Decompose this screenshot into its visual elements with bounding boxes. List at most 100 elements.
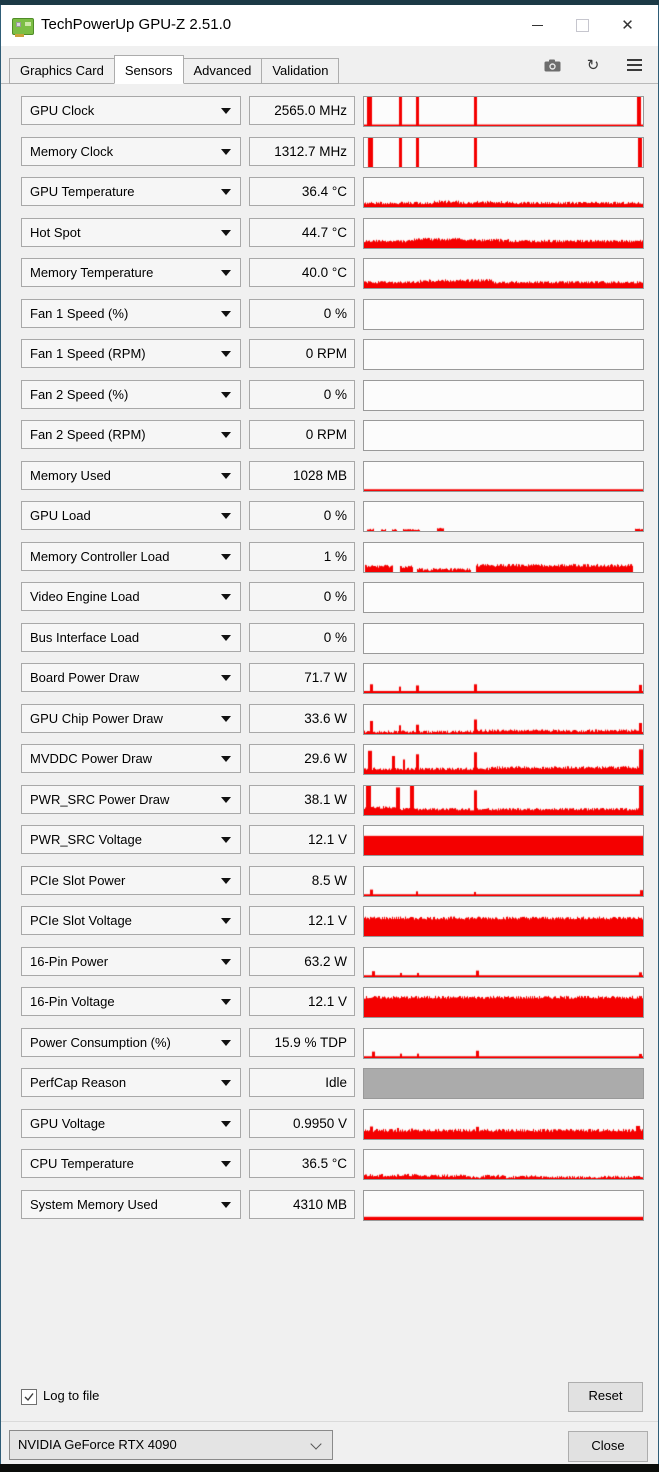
sensor-select-pwr-src-power-draw[interactable]: PWR_SRC Power Draw <box>21 785 241 814</box>
sensor-select-mvddc-power-draw[interactable]: MVDDC Power Draw <box>21 744 241 773</box>
sensor-value-pwr-src-voltage: 12.1 V <box>249 825 355 854</box>
sensor-value-gpu-load: 0 % <box>249 501 355 530</box>
sensor-graph-fan-1-speed <box>363 299 644 330</box>
sensor-label: PCIe Slot Voltage <box>30 913 132 928</box>
dropdown-arrow-icon <box>221 108 231 114</box>
sensor-value-16-pin-voltage: 12.1 V <box>249 987 355 1016</box>
sensor-value-board-power-draw: 71.7 W <box>249 663 355 692</box>
sensor-value-memory-used: 1028 MB <box>249 461 355 490</box>
sensor-graph-fan-2-speed-rpm <box>363 420 644 451</box>
desktop-strip-bottom <box>0 1464 659 1472</box>
sensor-select-cpu-temperature[interactable]: CPU Temperature <box>21 1149 241 1178</box>
footer-divider <box>1 1421 658 1422</box>
log-to-file-checkbox[interactable] <box>21 1389 37 1405</box>
sensor-select-memory-temperature[interactable]: Memory Temperature <box>21 258 241 287</box>
sensor-select-hot-spot[interactable]: Hot Spot <box>21 218 241 247</box>
sensor-select-memory-clock[interactable]: Memory Clock <box>21 137 241 166</box>
sensor-select-power-consumption[interactable]: Power Consumption (%) <box>21 1028 241 1057</box>
tab-advanced[interactable]: Advanced <box>182 58 263 84</box>
dropdown-arrow-icon <box>221 1161 231 1167</box>
sensor-label: Memory Clock <box>30 144 114 159</box>
sensor-select-fan-2-speed[interactable]: Fan 2 Speed (%) <box>21 380 241 409</box>
sensor-value-bus-interface-load: 0 % <box>249 623 355 652</box>
refresh-icon[interactable]: ↻ <box>586 55 600 74</box>
gpuz-window: TechPowerUp GPU-Z 2.51.0 ✕ Graphics Card… <box>0 5 659 1464</box>
sensor-value-fan-1-speed: 0 % <box>249 299 355 328</box>
minimize-button[interactable] <box>515 10 560 41</box>
dropdown-arrow-icon <box>221 513 231 519</box>
sensor-label: GPU Chip Power Draw <box>30 711 163 726</box>
dropdown-arrow-icon <box>221 1121 231 1127</box>
dropdown-arrow-icon <box>221 270 231 276</box>
sensor-value-fan-2-speed: 0 % <box>249 380 355 409</box>
sensor-graph-memory-controller-load <box>363 542 644 573</box>
sensor-select-bus-interface-load[interactable]: Bus Interface Load <box>21 623 241 652</box>
sensor-select-fan-1-speed-rpm[interactable]: Fan 1 Speed (RPM) <box>21 339 241 368</box>
dropdown-arrow-icon <box>221 230 231 236</box>
minimize-icon <box>532 25 543 26</box>
sensor-select-memory-controller-load[interactable]: Memory Controller Load <box>21 542 241 571</box>
sensor-label: Fan 2 Speed (RPM) <box>30 427 146 442</box>
dropdown-arrow-icon <box>221 837 231 843</box>
close-button[interactable]: Close <box>568 1431 648 1462</box>
tab-graphics-card[interactable]: Graphics Card <box>9 58 115 84</box>
sensor-graph-gpu-temperature <box>363 177 644 208</box>
sensor-graph-system-memory-used <box>363 1190 644 1221</box>
chevron-down-icon <box>310 1438 322 1450</box>
sensor-graph-memory-clock <box>363 137 644 168</box>
sensor-value-memory-controller-load: 1 % <box>249 542 355 571</box>
sensor-select-perfcap-reason[interactable]: PerfCap Reason <box>21 1068 241 1097</box>
tab-sensors[interactable]: Sensors <box>113 55 184 84</box>
sensor-value-pcie-slot-voltage: 12.1 V <box>249 906 355 935</box>
dropdown-arrow-icon <box>221 473 231 479</box>
sensor-select-video-engine-load[interactable]: Video Engine Load <box>21 582 241 611</box>
sensor-value-gpu-temperature: 36.4 °C <box>249 177 355 206</box>
sensor-graph-pcie-slot-voltage <box>363 906 644 937</box>
maximize-button[interactable] <box>560 10 605 41</box>
sensor-graph-pwr-src-power-draw <box>363 785 644 816</box>
sensor-graph-pwr-src-voltage <box>363 825 644 856</box>
sensor-value-hot-spot: 44.7 °C <box>249 218 355 247</box>
sensor-label: GPU Load <box>30 508 91 523</box>
sensor-select-memory-used[interactable]: Memory Used <box>21 461 241 490</box>
dropdown-arrow-icon <box>221 1080 231 1086</box>
tab-validation[interactable]: Validation <box>261 58 340 84</box>
dropdown-arrow-icon <box>221 311 231 317</box>
sensor-graph-fan-1-speed-rpm <box>363 339 644 370</box>
sensor-select-gpu-load[interactable]: GPU Load <box>21 501 241 530</box>
sensor-select-gpu-clock[interactable]: GPU Clock <box>21 96 241 125</box>
sensor-value-video-engine-load: 0 % <box>249 582 355 611</box>
sensor-select-pcie-slot-voltage[interactable]: PCIe Slot Voltage <box>21 906 241 935</box>
gpu-select-dropdown[interactable]: NVIDIA GeForce RTX 4090 <box>9 1430 333 1460</box>
sensor-graph-hot-spot <box>363 218 644 249</box>
sensor-select-16-pin-power[interactable]: 16-Pin Power <box>21 947 241 976</box>
sensor-graph-memory-used <box>363 461 644 492</box>
log-to-file-label: Log to file <box>43 1388 100 1403</box>
dropdown-arrow-icon <box>221 1202 231 1208</box>
sensor-graph-gpu-voltage <box>363 1109 644 1140</box>
sensor-label: MVDDC Power Draw <box>30 751 153 766</box>
sensor-value-fan-2-speed-rpm: 0 RPM <box>249 420 355 449</box>
sensor-select-16-pin-voltage[interactable]: 16-Pin Voltage <box>21 987 241 1016</box>
sensor-select-board-power-draw[interactable]: Board Power Draw <box>21 663 241 692</box>
sensor-select-gpu-voltage[interactable]: GPU Voltage <box>21 1109 241 1138</box>
close-icon: ✕ <box>621 17 634 34</box>
dropdown-arrow-icon <box>221 351 231 357</box>
sensor-select-pcie-slot-power[interactable]: PCIe Slot Power <box>21 866 241 895</box>
sensor-graph-power-consumption <box>363 1028 644 1059</box>
sensor-label: Memory Used <box>30 468 111 483</box>
dropdown-arrow-icon <box>221 756 231 762</box>
dropdown-arrow-icon <box>221 797 231 803</box>
sensor-select-fan-2-speed-rpm[interactable]: Fan 2 Speed (RPM) <box>21 420 241 449</box>
sensor-select-system-memory-used[interactable]: System Memory Used <box>21 1190 241 1219</box>
sensor-select-gpu-chip-power-draw[interactable]: GPU Chip Power Draw <box>21 704 241 733</box>
reset-button[interactable]: Reset <box>568 1382 643 1412</box>
sensor-value-pcie-slot-power: 8.5 W <box>249 866 355 895</box>
menu-icon[interactable] <box>624 56 644 74</box>
sensor-select-gpu-temperature[interactable]: GPU Temperature <box>21 177 241 206</box>
sensor-select-fan-1-speed[interactable]: Fan 1 Speed (%) <box>21 299 241 328</box>
sensor-select-pwr-src-voltage[interactable]: PWR_SRC Voltage <box>21 825 241 854</box>
close-window-button[interactable]: ✕ <box>605 10 650 41</box>
camera-icon[interactable] <box>542 56 562 74</box>
sensor-value-pwr-src-power-draw: 38.1 W <box>249 785 355 814</box>
